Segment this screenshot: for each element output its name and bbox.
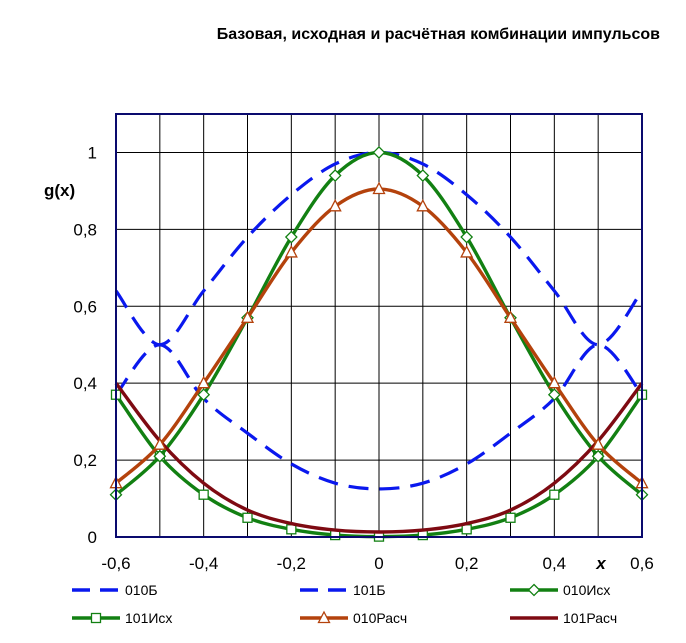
legend-marker (90, 612, 102, 624)
data-point (547, 375, 561, 389)
data-point (416, 198, 430, 212)
y-tick-label: 0,4 (73, 374, 97, 393)
y-tick-label: 0,2 (73, 451, 97, 470)
legend-marker (527, 583, 541, 597)
data-point (197, 388, 211, 402)
x-axis-label: x (595, 554, 607, 573)
legend-label: 101Расч (563, 610, 617, 626)
data-point (153, 449, 167, 463)
x-tick-label: 0 (374, 554, 383, 573)
data-point (549, 489, 560, 500)
data-point (328, 169, 342, 182)
legend-label: 010Б (125, 582, 158, 598)
legend-item: 010Расч (300, 610, 407, 626)
data-point (460, 230, 474, 244)
legend-item: 010Исх (510, 582, 610, 598)
data-point (503, 310, 518, 323)
data-point (372, 181, 386, 195)
legend: 010Б 101Б 010Исх 101Исх 010Расч 101Расч (72, 582, 617, 626)
legend-item: 010Б (72, 582, 158, 598)
y-tick-labels: 0 0,2 0,4 0,6 0,8 1 (73, 143, 97, 547)
data-point (284, 245, 298, 258)
data-point (198, 489, 209, 500)
data-point (372, 146, 386, 159)
data-point (328, 198, 342, 212)
data-point (591, 449, 605, 463)
x-tick-label: 0,6 (630, 554, 654, 573)
data-point (240, 310, 255, 323)
series-line (114, 382, 644, 534)
legend-marker (317, 610, 331, 624)
chart-title: Базовая, исходная и расчётная комбинации… (217, 26, 660, 43)
data-point (547, 388, 561, 402)
y-tick-label: 1 (88, 143, 97, 162)
data-point (286, 524, 297, 535)
data-point (591, 437, 605, 450)
plot-area-border (115, 113, 643, 538)
grid (116, 114, 642, 537)
legend-item: 101Расч (510, 610, 617, 626)
legend-label: 010Расч (353, 610, 407, 626)
data-point (461, 524, 472, 535)
legend-item: 101Исх (72, 610, 172, 626)
data-point (153, 437, 167, 450)
x-tick-label: 0,2 (455, 554, 479, 573)
data-point (505, 512, 516, 523)
data-point (197, 375, 211, 389)
series-layer (109, 146, 649, 542)
data-point (460, 245, 474, 258)
y-tick-label: 0,6 (73, 297, 97, 316)
y-axis-label: g(x) (44, 181, 75, 200)
legend-label: 101Б (353, 582, 386, 598)
series-line (114, 150, 644, 347)
data-point (284, 230, 298, 244)
legend-item: 101Б (300, 582, 386, 598)
x-tick-label: -0,6 (101, 554, 130, 573)
x-tick-label: 0,4 (543, 554, 567, 573)
legend-label: 101Исх (125, 610, 172, 626)
x-tick-label: -0,2 (277, 554, 306, 573)
x-tick-label: -0,4 (189, 554, 218, 573)
y-tick-label: 0 (88, 528, 97, 547)
series-5 (114, 382, 644, 534)
legend-label: 010Исх (563, 582, 610, 598)
data-point (416, 169, 430, 182)
x-tick-labels: -0,6 -0,4 -0,2 0 0,2 0,4 0,6 (101, 554, 653, 573)
y-tick-label: 0,8 (73, 220, 97, 239)
data-point (242, 512, 253, 523)
series-0 (114, 150, 644, 347)
